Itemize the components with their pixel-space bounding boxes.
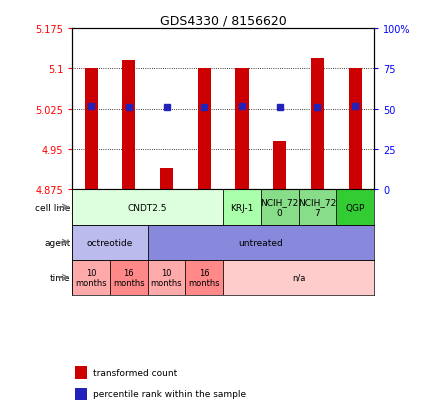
Text: 16
months: 16 months [188,268,220,287]
Text: 10
months: 10 months [75,268,107,287]
Text: percentile rank within the sample: percentile rank within the sample [93,389,246,399]
Bar [198,69,211,190]
Bar [261,190,298,225]
Text: agent: agent [45,238,71,247]
Bar [336,190,374,225]
Title: GDS4330 / 8156620: GDS4330 / 8156620 [160,15,286,28]
Bar [148,260,185,295]
Bar [122,61,136,190]
Bar [110,260,148,295]
Text: QGP: QGP [346,203,365,212]
Text: cell line: cell line [35,203,71,212]
Text: 16
months: 16 months [113,268,144,287]
Bar [75,388,87,400]
Text: untreated: untreated [238,238,283,247]
Bar [298,190,336,225]
Bar [273,142,286,190]
Bar [235,69,249,190]
Text: KRJ-1: KRJ-1 [230,203,254,212]
Bar [185,260,223,295]
Bar [72,260,110,295]
Bar [148,225,374,260]
Bar [85,69,98,190]
Bar [72,225,148,260]
Text: CNDT2.5: CNDT2.5 [128,203,167,212]
Text: octreotide: octreotide [87,238,133,247]
Bar [223,260,374,295]
Text: n/a: n/a [292,273,305,282]
Bar [223,190,261,225]
Bar [72,190,223,225]
Bar [348,69,362,190]
Text: 10
months: 10 months [151,268,182,287]
Text: NCIH_72
7: NCIH_72 7 [298,198,337,217]
Bar [160,169,173,190]
Text: NCIH_72
0: NCIH_72 0 [261,198,299,217]
Text: time: time [50,273,71,282]
Text: transformed count: transformed count [93,368,177,377]
Bar [75,366,87,379]
Bar [311,58,324,190]
